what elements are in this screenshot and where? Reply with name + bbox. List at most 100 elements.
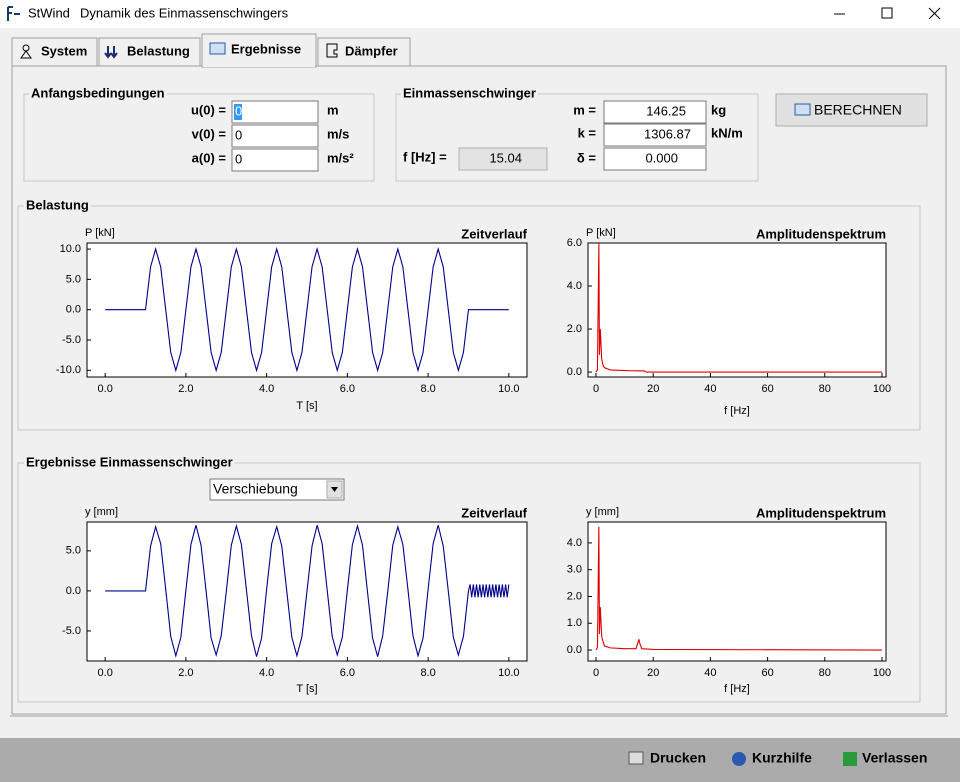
x-tick-label: 0.0 — [98, 383, 113, 395]
tab-icon — [104, 46, 118, 59]
input-value[interactable]: 1306.87 — [644, 126, 691, 141]
unit-label: m — [327, 102, 339, 117]
x-tick-label: 20 — [647, 667, 659, 679]
y-tick-label: 5.0 — [66, 545, 81, 557]
y-axis-label: y [mm] — [586, 506, 619, 518]
field-label: δ = — [577, 150, 596, 165]
help-icon — [732, 752, 746, 766]
y-tick-label: 2.0 — [567, 590, 582, 602]
field-label: m = — [573, 102, 596, 117]
input-value[interactable]: 146.25 — [646, 103, 686, 118]
data-line — [595, 526, 883, 651]
x-tick-label: 8.0 — [420, 383, 435, 395]
window-title: Dynamik des Einmassenschwingers — [80, 5, 289, 20]
app-name: StWind — [28, 5, 70, 20]
y-tick-label: 1.0 — [567, 617, 582, 629]
y-tick-label: -5.0 — [62, 625, 81, 637]
group-box — [17, 462, 921, 703]
tab-label[interactable]: Belastung — [127, 43, 190, 58]
unit-label: m/s — [327, 126, 349, 141]
y-tick-label: 4.0 — [567, 537, 582, 549]
text-input[interactable] — [231, 124, 319, 148]
input-value[interactable]: 0.000 — [645, 150, 678, 165]
unit-label: m/s² — [327, 150, 354, 165]
field-label: f [Hz] = — [403, 149, 447, 164]
x-tick-label: 8.0 — [420, 667, 435, 679]
tab-icon — [209, 42, 226, 55]
text-input[interactable] — [603, 100, 707, 124]
input-value[interactable]: 0 — [235, 103, 242, 118]
x-tick-label: 2.0 — [178, 667, 193, 679]
dropdown[interactable] — [209, 478, 345, 501]
x-tick-label: 60 — [761, 383, 773, 395]
x-tick-label: 40 — [704, 383, 716, 395]
data-line — [105, 247, 509, 373]
x-tick-label: 10.0 — [498, 383, 519, 395]
group-title-bg — [24, 197, 91, 213]
dropdown-value[interactable]: Verschiebung — [213, 481, 298, 497]
tab-label[interactable]: System — [41, 43, 87, 58]
x-tick-label: 80 — [819, 383, 831, 395]
x-tick-label: 6.0 — [340, 667, 355, 679]
exit-icon — [843, 752, 857, 766]
text-input[interactable] — [603, 147, 707, 171]
chart-title: Zeitverlauf — [461, 505, 527, 520]
x-tick-label: 4.0 — [259, 667, 274, 679]
field-label: k = — [578, 125, 597, 140]
data-line — [595, 243, 882, 373]
x-tick-label: 100 — [873, 667, 891, 679]
y-tick-label: -5.0 — [62, 334, 81, 346]
group-title: Einmassenschwinger — [403, 85, 536, 100]
y-tick-label: 6.0 — [567, 237, 582, 249]
text-input[interactable] — [231, 148, 319, 172]
button-icon — [794, 103, 811, 116]
field-label: a(0) = — [192, 150, 227, 165]
x-tick-label: 6.0 — [340, 383, 355, 395]
text-input[interactable] — [231, 100, 319, 124]
data-line — [105, 523, 510, 658]
input-value[interactable]: 0 — [235, 127, 242, 142]
x-axis-label: T [s] — [296, 400, 317, 412]
footer-button[interactable]: Drucken — [650, 750, 706, 766]
tab-icon — [20, 50, 32, 59]
selection-highlight — [234, 104, 242, 120]
group-title: Belastung — [26, 197, 89, 212]
tab[interactable] — [98, 37, 201, 67]
x-tick-label: 0 — [593, 383, 599, 395]
print-icon — [628, 751, 644, 765]
y-axis-label: P [kN] — [586, 227, 616, 239]
y-axis-label: y [mm] — [85, 506, 118, 518]
x-tick-label: 0.0 — [98, 667, 113, 679]
unit-label: kg — [711, 102, 726, 117]
y-tick-label: 5.0 — [66, 273, 81, 285]
footer-button[interactable]: Verlassen — [862, 750, 927, 766]
tab-label[interactable]: Dämpfer — [345, 43, 398, 58]
tab-label[interactable]: Ergebnisse — [231, 41, 301, 56]
title-bar — [0, 0, 960, 28]
y-tick-label: 2.0 — [567, 323, 582, 335]
readonly-value: 15.04 — [489, 150, 522, 165]
y-tick-label: -10.0 — [56, 364, 81, 376]
close-button[interactable] — [928, 7, 941, 20]
input-value[interactable]: 0 — [235, 151, 242, 166]
x-tick-label: 40 — [704, 667, 716, 679]
footer-button[interactable]: Kurzhilfe — [752, 750, 812, 766]
group-box — [395, 93, 759, 182]
x-tick-label: 100 — [873, 383, 891, 395]
text-input[interactable] — [603, 123, 707, 147]
x-tick-label: 2.0 — [178, 383, 193, 395]
x-tick-label: 0 — [593, 667, 599, 679]
x-axis-label: f [Hz] — [724, 405, 750, 417]
y-tick-label: 10.0 — [60, 243, 81, 255]
tab[interactable] — [317, 37, 411, 67]
y-tick-label: 3.0 — [567, 564, 582, 576]
plot-area — [587, 242, 887, 378]
group-title-bg — [401, 85, 538, 101]
maximize-button[interactable] — [881, 7, 893, 19]
y-tick-label: 4.0 — [567, 280, 582, 292]
y-tick-label: 0.0 — [66, 585, 81, 597]
footer-bar — [0, 738, 960, 782]
button-label[interactable]: BERECHNEN — [814, 102, 902, 118]
y-tick-label: 0.0 — [567, 644, 582, 656]
